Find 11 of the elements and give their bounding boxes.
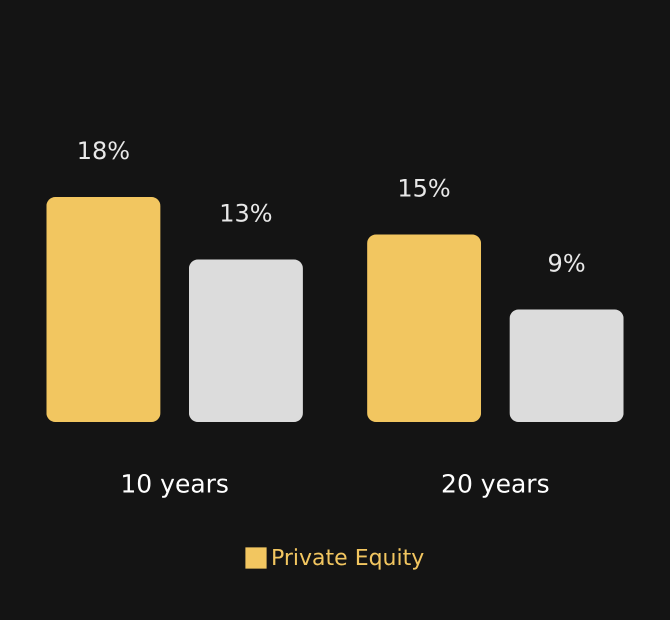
data-label: 18% bbox=[76, 137, 130, 165]
bar bbox=[46, 197, 160, 422]
x-tick-label: 20 years bbox=[441, 470, 550, 498]
data-label: 15% bbox=[397, 174, 451, 202]
data-label: 9% bbox=[548, 250, 586, 278]
bar bbox=[188, 260, 303, 422]
bar bbox=[367, 234, 482, 422]
legend-label: Private Equity bbox=[271, 546, 424, 571]
x-tick-label: 10 years bbox=[120, 470, 229, 498]
data-label: 13% bbox=[219, 200, 273, 228]
bar bbox=[510, 310, 624, 422]
